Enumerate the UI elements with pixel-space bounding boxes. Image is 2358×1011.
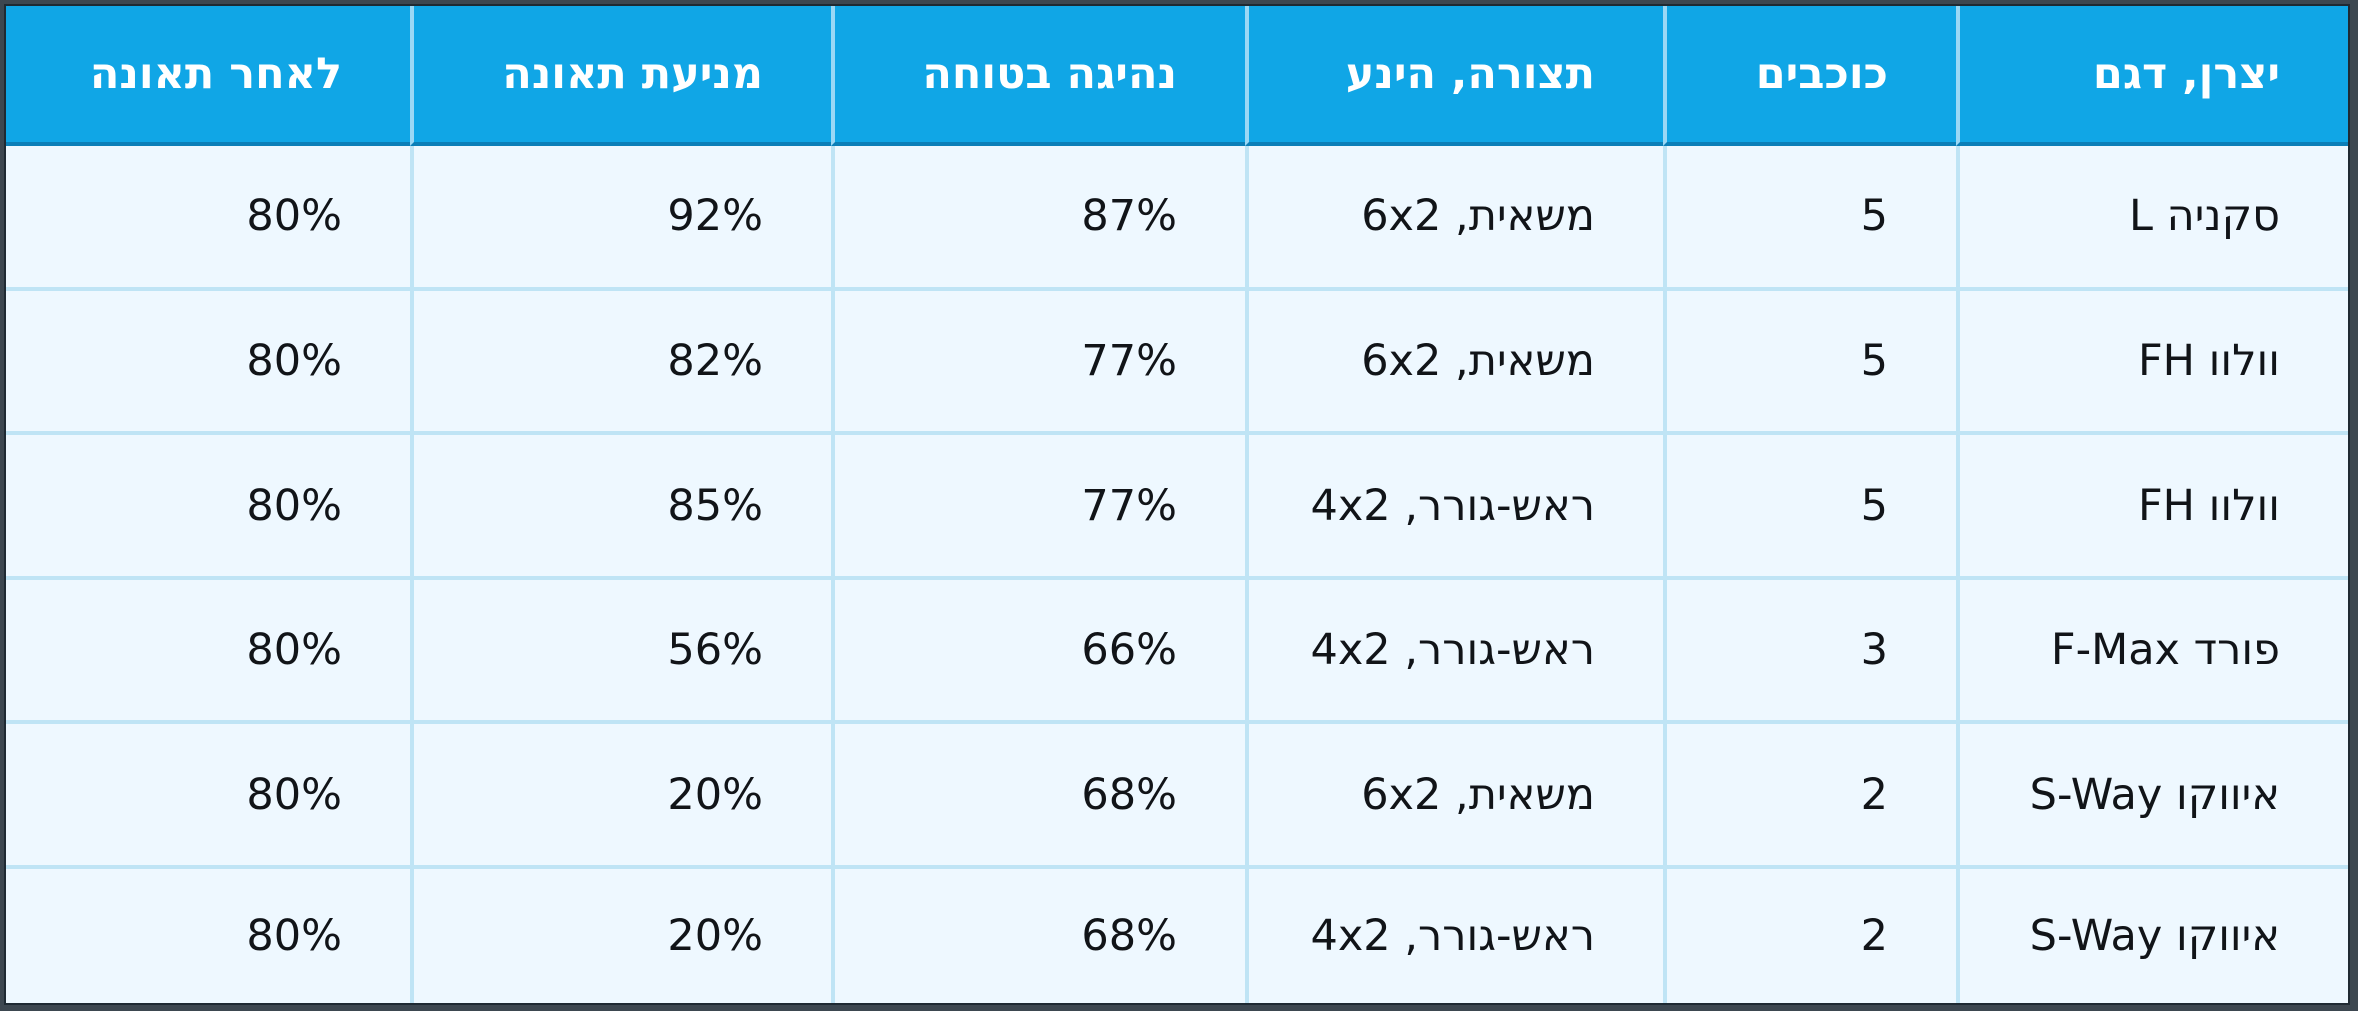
cell-stars: 2 [1663,724,1956,870]
table-row: פורד F-Max 3 ראש-גורר, 4x2 66% 56% 80% [6,579,2348,725]
safety-ratings-table: יצרן, דגם כוכבים תצורה, הינע נהיגה בטוחה… [6,6,2348,1003]
cell-stars: 5 [1663,146,1956,291]
header-stars: כוכבים [1663,6,1956,146]
safe-driving-value: 87% [1081,191,1177,242]
cell-configuration-drive: משאית, 6x2 [1245,290,1663,436]
cell-manufacturer-model: איווקו S-Way [1956,724,2348,870]
cell-post-crash: 80% [6,869,410,1003]
table-row: וולוו FH 5 משאית, 6x2 77% 82% 80% [6,290,2348,436]
header-post-crash: לאחר תאונה [6,6,410,146]
header-safe-driving: נהיגה בטוחה [831,6,1245,146]
cell-stars: 5 [1663,435,1956,580]
crash-avoidance-value: 20% [667,911,763,962]
safe-driving-value: 68% [1081,911,1177,962]
table-row: איווקו S-Way 2 משאית, 6x2 68% 20% 80% [6,724,2348,870]
cell-manufacturer-model: פורד F-Max [1956,579,2348,725]
header-manufacturer-model: יצרן, דגם [1956,6,2348,146]
crash-avoidance-value: 85% [667,480,763,531]
table-row: איווקו S-Way 2 ראש-גורר, 4x2 68% 20% 80% [6,869,2348,1003]
cell-safe-driving: 68% [831,869,1245,1003]
post-crash-value: 80% [246,191,342,242]
crash-avoidance-value: 20% [667,769,763,820]
cell-manufacturer-model: וולוו FH [1956,435,2348,580]
safe-driving-value: 77% [1081,480,1177,531]
cell-stars: 3 [1663,579,1956,725]
cell-stars: 5 [1663,290,1956,436]
table-row: סקניה L 5 משאית, 6x2 87% 92% 80% [6,146,2348,291]
table-row: וולוו FH 5 ראש-גורר, 4x2 77% 85% 80% [6,435,2348,580]
cell-safe-driving: 68% [831,724,1245,870]
safe-driving-value: 77% [1081,335,1177,386]
table-header: יצרן, דגם כוכבים תצורה, הינע נהיגה בטוחה… [6,6,2348,146]
cell-crash-avoidance: 20% [410,869,831,1003]
post-crash-value: 80% [246,480,342,531]
cell-configuration-drive: משאית, 6x2 [1245,724,1663,870]
cell-crash-avoidance: 56% [410,579,831,725]
crash-avoidance-value: 92% [667,191,763,242]
cell-post-crash: 80% [6,724,410,870]
cell-configuration-drive: ראש-גורר, 4x2 [1245,579,1663,725]
cell-crash-avoidance: 82% [410,290,831,436]
cell-manufacturer-model: סקניה L [1956,146,2348,291]
post-crash-value: 80% [246,911,342,962]
table-frame: יצרן, דגם כוכבים תצורה, הינע נהיגה בטוחה… [4,4,2350,1005]
post-crash-value: 80% [246,625,342,676]
post-crash-value: 80% [246,769,342,820]
table-body: סקניה L 5 משאית, 6x2 87% 92% 80% וולוו F… [6,146,2348,1003]
cell-post-crash: 80% [6,290,410,436]
cell-manufacturer-model: איווקו S-Way [1956,869,2348,1003]
cell-post-crash: 80% [6,579,410,725]
safe-driving-value: 68% [1081,769,1177,820]
safe-driving-value: 66% [1081,625,1177,676]
cell-stars: 2 [1663,869,1956,1003]
cell-configuration-drive: ראש-גורר, 4x2 [1245,869,1663,1003]
cell-post-crash: 80% [6,435,410,580]
cell-safe-driving: 77% [831,435,1245,580]
header-row: יצרן, דגם כוכבים תצורה, הינע נהיגה בטוחה… [6,6,2348,146]
crash-avoidance-value: 56% [667,625,763,676]
cell-configuration-drive: ראש-גורר, 4x2 [1245,435,1663,580]
post-crash-value: 80% [246,335,342,386]
cell-crash-avoidance: 92% [410,146,831,291]
cell-safe-driving: 77% [831,290,1245,436]
cell-crash-avoidance: 85% [410,435,831,580]
cell-configuration-drive: משאית, 6x2 [1245,146,1663,291]
cell-safe-driving: 66% [831,579,1245,725]
cell-crash-avoidance: 20% [410,724,831,870]
cell-safe-driving: 87% [831,146,1245,291]
header-configuration-drive: תצורה, הינע [1245,6,1663,146]
crash-avoidance-value: 82% [667,335,763,386]
header-crash-avoidance: מניעת תאונה [410,6,831,146]
cell-post-crash: 80% [6,146,410,291]
cell-manufacturer-model: וולוו FH [1956,290,2348,436]
